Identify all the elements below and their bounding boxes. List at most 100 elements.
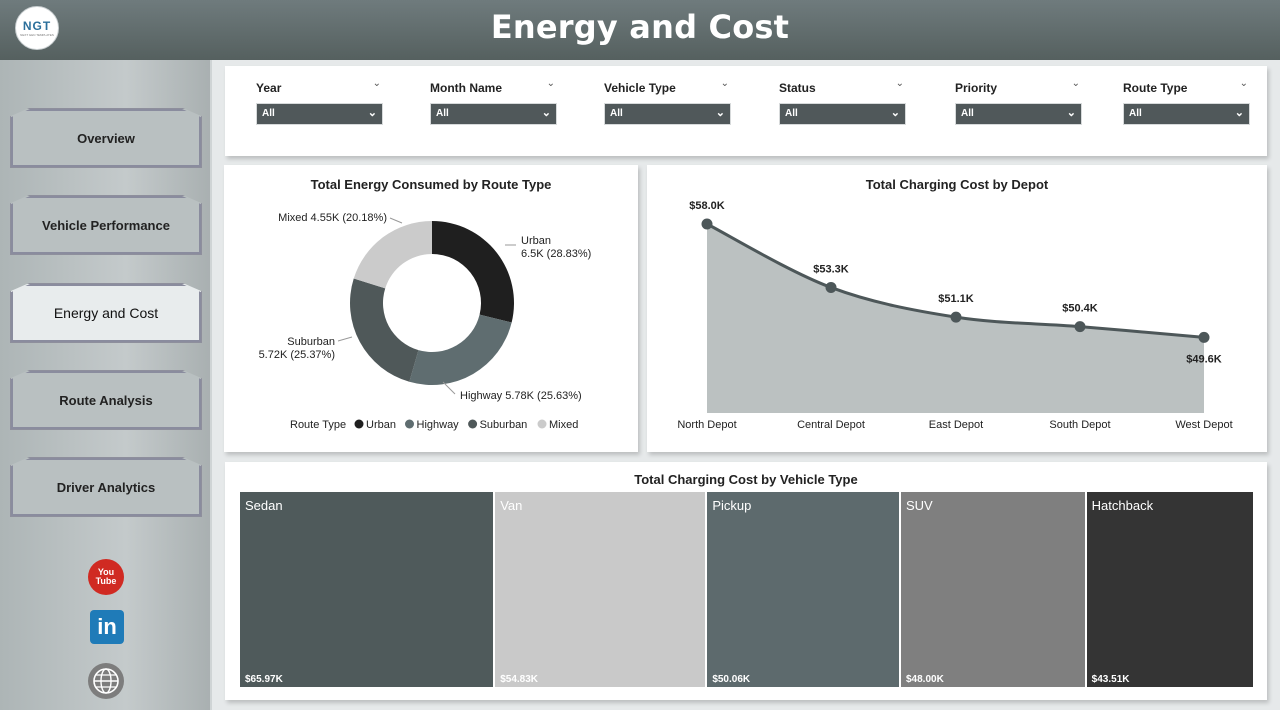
globe-icon[interactable] [88, 663, 124, 699]
filter-vehicle-type[interactable]: Vehicle Type ⌄ All ⌄ [604, 78, 731, 125]
tile-value: $43.51K [1091, 674, 1130, 685]
nav-label: Driver Analytics [56, 479, 156, 495]
data-label: $51.1K [938, 293, 974, 305]
legend-entry[interactable]: Urban [366, 419, 396, 431]
nav-label: Overview [77, 130, 135, 146]
dropdown-value: All [262, 108, 275, 119]
chart-title: Total Charging Cost by Vehicle Type [634, 472, 858, 487]
charging-cost-by-vehicle-type-panel: Total Charging Cost by Vehicle Type Seda… [225, 462, 1267, 700]
data-label: $50.4K [1062, 303, 1098, 315]
tile-suv[interactable]: SUV $48.00K [900, 492, 1085, 687]
leader-line [442, 381, 456, 395]
nav-overview-button[interactable]: Overview [10, 108, 202, 168]
chevron-down-icon: ⌄ [1066, 107, 1076, 119]
month-name-dropdown[interactable]: All ⌄ [430, 103, 557, 125]
chevron-down-icon: ⌄ [541, 107, 551, 119]
tile-label: Van [500, 498, 523, 513]
tile-label: Sedan [245, 498, 283, 513]
nav-vehicle-performance-button[interactable]: Vehicle Performance [10, 195, 202, 255]
legend-entry[interactable]: Mixed [549, 419, 578, 431]
logo-subtext: NEXT GEN TEMPLATES [20, 33, 54, 37]
dropdown-value: All [785, 108, 798, 119]
chevron-down-icon: ⌄ [890, 107, 900, 119]
chevron-down-icon[interactable]: ⌄ [372, 78, 381, 89]
data-label: 5.72K (25.37%) [259, 349, 335, 361]
data-point-east-depot[interactable] [950, 311, 962, 323]
legend-entry[interactable]: Suburban [480, 419, 528, 431]
slice-urban[interactable] [432, 221, 514, 323]
x-tick-label: West Depot [1175, 419, 1232, 431]
filter-label: Month Name [430, 81, 502, 95]
sidebar: Overview Vehicle Performance Energy and … [0, 60, 212, 710]
linkedin-icon[interactable]: in [90, 610, 124, 644]
legend-title: Route Type [290, 419, 346, 431]
dropdown-value: All [1129, 108, 1142, 119]
filter-bar: Year ⌄ All ⌄ Month Name ⌄ All ⌄ Vehicle Type… [225, 66, 1267, 156]
leader-line [389, 217, 403, 224]
filter-route-type[interactable]: Route Type ⌄ All ⌄ [1123, 78, 1250, 125]
data-label: Highway 5.78K (25.63%) [460, 390, 582, 402]
nav-label: Energy and Cost [53, 305, 159, 321]
data-point-west-depot[interactable] [1198, 331, 1210, 343]
dropdown-value: All [436, 108, 449, 119]
chevron-down-icon[interactable]: ⌄ [895, 78, 904, 89]
filter-month-name[interactable]: Month Name ⌄ All ⌄ [430, 78, 557, 125]
page-title: Energy and Cost [490, 8, 790, 46]
tile-value: $54.83K [500, 674, 539, 685]
legend-swatch [537, 419, 547, 429]
youtube-icon[interactable]: You Tube [88, 559, 124, 595]
tile-value: $50.06K [712, 674, 751, 685]
data-label: 6.5K (28.83%) [521, 248, 591, 260]
filter-priority[interactable]: Priority ⌄ All ⌄ [955, 78, 1082, 125]
nav-route-analysis-button[interactable]: Route Analysis [10, 370, 202, 430]
energy-by-route-type-panel: Total Energy Consumed by Route Type Urba… [224, 165, 638, 452]
filter-label: Priority [955, 81, 998, 95]
data-point-north-depot[interactable] [701, 218, 713, 230]
dropdown-value: All [610, 108, 623, 119]
chevron-down-icon[interactable]: ⌄ [1071, 78, 1080, 89]
chevron-down-icon: ⌄ [1234, 107, 1244, 119]
area-chart: $58.0K North Depot $53.3K Central Depot $51.… [677, 200, 1232, 431]
legend-entry[interactable]: Highway [417, 419, 460, 431]
priority-dropdown[interactable]: All ⌄ [955, 103, 1082, 125]
status-dropdown[interactable]: All ⌄ [779, 103, 906, 125]
data-point-central-depot[interactable] [825, 281, 837, 293]
nav-driver-analytics-button[interactable]: Driver Analytics [10, 457, 202, 517]
legend-swatch [468, 419, 478, 429]
filter-label: Status [779, 81, 816, 95]
tile-pickup[interactable]: Pickup $50.06K [707, 492, 899, 687]
route-type-dropdown[interactable]: All ⌄ [1123, 103, 1250, 125]
tile-label: Pickup [712, 498, 752, 513]
tile-label: Hatchback [1091, 498, 1154, 513]
chevron-down-icon[interactable]: ⌄ [546, 78, 555, 89]
header-bar: NGT NEXT GEN TEMPLATES Energy and Cost [0, 0, 1280, 60]
chart-title: Total Charging Cost by Depot [865, 177, 1049, 192]
vehicle-type-dropdown[interactable]: All ⌄ [604, 103, 731, 125]
nav-energy-and-cost-button[interactable]: Energy and Cost [10, 283, 202, 343]
slice-mixed[interactable] [353, 221, 432, 289]
tile-van[interactable]: Van $54.83K [495, 492, 706, 687]
filter-status[interactable]: Status ⌄ All ⌄ [779, 78, 906, 125]
tile-hatchback[interactable]: Hatchback $43.51K [1086, 492, 1253, 687]
slice-suburban[interactable] [350, 278, 419, 382]
x-tick-label: North Depot [677, 419, 736, 431]
data-label: Urban [521, 235, 551, 247]
x-tick-label: East Depot [929, 419, 983, 431]
tile-sedan[interactable]: Sedan $65.97K [240, 492, 494, 687]
company-logo[interactable]: NGT NEXT GEN TEMPLATES [15, 6, 59, 50]
x-tick-label: South Depot [1049, 419, 1110, 431]
year-dropdown[interactable]: All ⌄ [256, 103, 383, 125]
slice-highway[interactable] [409, 314, 512, 385]
chevron-down-icon[interactable]: ⌄ [720, 78, 729, 89]
filter-year[interactable]: Year ⌄ All ⌄ [256, 78, 383, 125]
data-point-south-depot[interactable] [1074, 321, 1086, 333]
chevron-down-icon[interactable]: ⌄ [1239, 78, 1248, 89]
data-label: $49.6K [1186, 353, 1222, 365]
legend-swatch [405, 419, 414, 429]
logo-text: NGT [22, 19, 52, 33]
nav-label: Vehicle Performance [42, 217, 170, 233]
tile-label: SUV [905, 498, 933, 513]
chevron-down-icon: ⌄ [367, 107, 377, 119]
chevron-down-icon: ⌄ [715, 107, 725, 119]
data-label: $58.0K [689, 200, 725, 212]
